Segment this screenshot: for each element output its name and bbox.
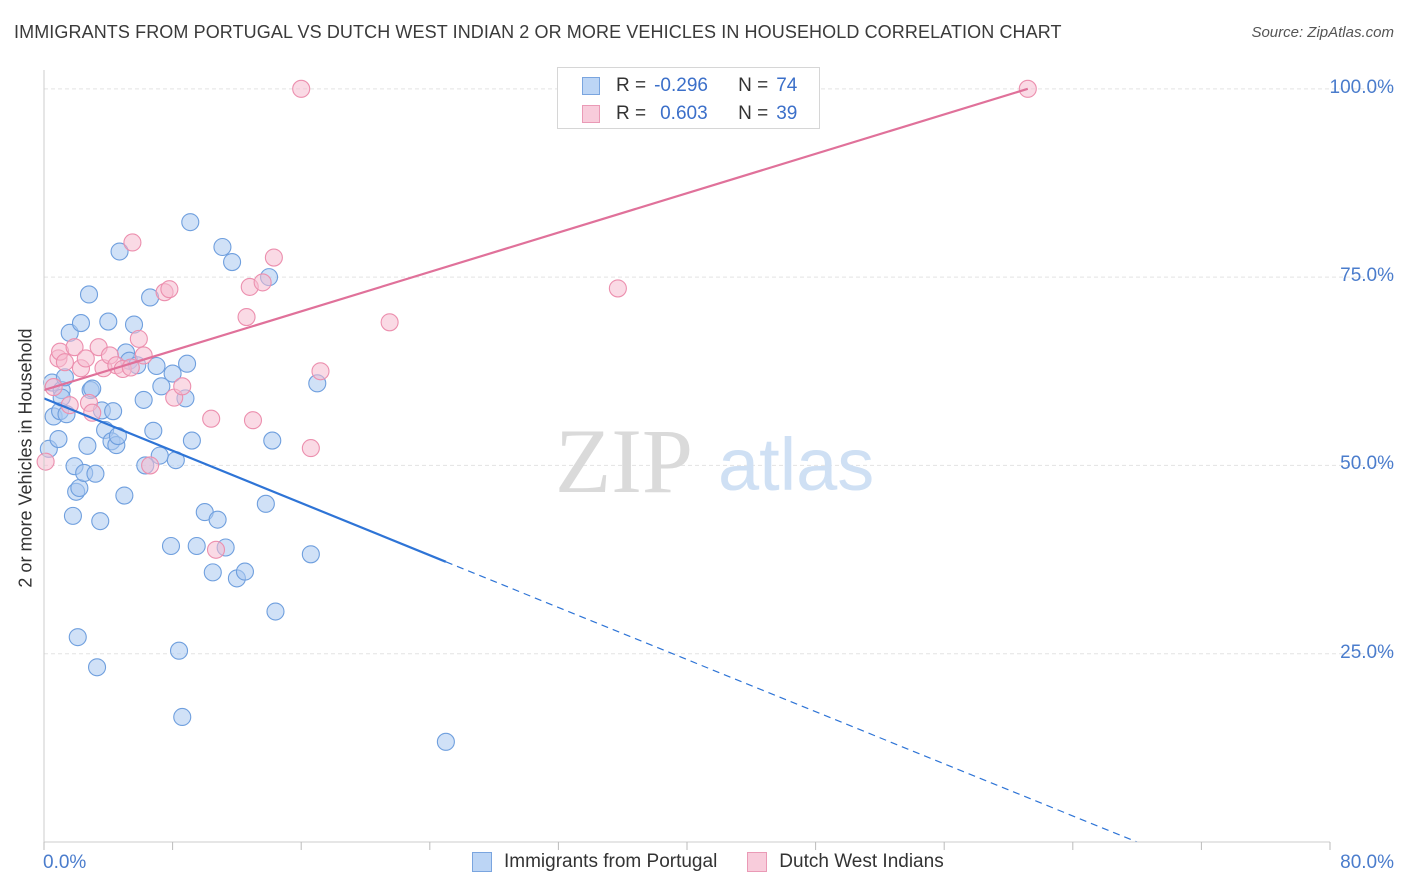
point-portugal	[266, 602, 285, 621]
trend-line-portugal-extension	[445, 561, 1138, 843]
point-dutch-west-indian	[206, 540, 226, 559]
series-legend-dutch: Dutch West Indians	[747, 851, 944, 873]
point-dutch-west-indian	[173, 377, 192, 396]
x-tick-label-max: 80.0%	[1340, 852, 1394, 873]
point-portugal	[187, 536, 206, 556]
series-legend: Immigrants from Portugal Dutch West Indi…	[472, 851, 974, 873]
point-dutch-west-indian	[129, 329, 148, 348]
chart-title: IMMIGRANTS FROM PORTUGAL VS DUTCH WEST I…	[14, 22, 1062, 42]
point-portugal	[68, 628, 87, 647]
point-dutch-west-indian	[160, 280, 179, 299]
series-swatch-blue	[472, 852, 492, 872]
point-portugal	[152, 377, 171, 396]
legend-r-value: -0.296	[654, 75, 708, 96]
legend-row-portugal: R = -0.296 N = 74	[582, 71, 797, 101]
y-tick-label: 25.0%	[1340, 641, 1394, 663]
point-portugal	[70, 478, 89, 498]
axes	[43, 70, 1331, 850]
point-portugal	[203, 563, 222, 582]
point-portugal	[223, 253, 242, 272]
point-portugal	[63, 506, 82, 525]
point-dutch-west-indian	[65, 338, 84, 357]
series-legend-label: Immigrants from Portugal	[504, 851, 718, 872]
legend-swatch-blue	[582, 77, 600, 95]
x-tick-label-min: 0.0%	[43, 852, 87, 873]
y-tick-label: 100.0%	[1329, 76, 1394, 98]
legend-n-label: N =	[738, 103, 769, 124]
series-legend-portugal: Immigrants from Portugal	[472, 851, 717, 873]
point-portugal	[110, 242, 129, 261]
legend-row-dutch: R = 0.603 N = 39	[582, 99, 797, 129]
point-portugal	[87, 658, 107, 677]
point-dutch-west-indian	[608, 279, 627, 298]
point-dutch-west-indian	[202, 409, 221, 428]
point-portugal	[49, 430, 68, 449]
point-dutch-west-indian	[55, 353, 74, 372]
point-portugal	[78, 436, 97, 455]
point-portugal	[163, 364, 182, 383]
y-tick-label: 50.0%	[1340, 453, 1394, 475]
point-portugal	[99, 312, 118, 331]
point-portugal	[161, 536, 181, 556]
trend-line-dutch-west-indian	[43, 87, 1029, 392]
legend-swatch-pink	[582, 105, 600, 123]
watermark-zip: ZIP	[555, 410, 693, 512]
point-portugal	[181, 213, 200, 232]
series-legend-label: Dutch West Indians	[779, 851, 944, 872]
point-portugal	[169, 641, 189, 660]
point-dutch-west-indian	[264, 248, 283, 267]
chart-source: Source: ZipAtlas.com	[1251, 24, 1394, 41]
point-dutch-west-indian	[237, 307, 256, 327]
legend-n-value: 74	[776, 75, 798, 96]
point-dutch-west-indian	[141, 456, 160, 475]
point-dutch-west-indian	[253, 273, 272, 292]
point-dutch-west-indian	[76, 349, 95, 368]
legend-r-label: R =	[616, 103, 647, 124]
point-dutch-west-indian	[301, 439, 320, 458]
point-portugal	[91, 512, 110, 531]
y-axis-label: 2 or more Vehicles in Household	[15, 328, 36, 588]
point-portugal	[71, 314, 91, 333]
point-dutch-west-indian	[36, 452, 55, 471]
trend-line-portugal	[43, 397, 447, 563]
point-portugal	[79, 285, 99, 304]
series-swatch-pink	[747, 852, 768, 872]
point-portugal	[213, 237, 232, 257]
data-points	[36, 79, 1037, 751]
y-tick-label: 75.0%	[1340, 265, 1394, 287]
point-portugal	[115, 486, 134, 505]
point-dutch-west-indian	[311, 362, 330, 381]
legend-r-label: R =	[616, 75, 647, 96]
point-dutch-west-indian	[243, 411, 263, 430]
point-dutch-west-indian	[292, 79, 311, 98]
point-dutch-west-indian	[380, 313, 399, 332]
point-portugal	[86, 464, 105, 483]
point-portugal	[134, 390, 153, 409]
legend-n-label: N =	[738, 75, 769, 96]
legend-n-value: 39	[776, 103, 798, 124]
point-dutch-west-indian	[123, 233, 142, 252]
point-portugal	[263, 431, 282, 450]
point-portugal	[178, 354, 197, 373]
watermark-atlas: atlas	[718, 423, 874, 506]
point-dutch-west-indian	[134, 346, 153, 365]
stats-legend: R = -0.296 N = 74 R = 0.603 N = 39	[557, 67, 820, 129]
legend-r-value: 0.603	[660, 103, 708, 124]
point-portugal	[182, 431, 201, 450]
point-portugal	[256, 494, 275, 513]
point-portugal	[301, 545, 320, 564]
point-portugal	[173, 707, 192, 727]
point-portugal	[235, 562, 254, 581]
trend-lines	[43, 87, 1138, 843]
point-portugal	[208, 510, 227, 529]
point-portugal	[436, 732, 455, 751]
point-portugal	[104, 402, 123, 421]
point-portugal	[147, 356, 166, 376]
point-portugal	[144, 421, 163, 440]
